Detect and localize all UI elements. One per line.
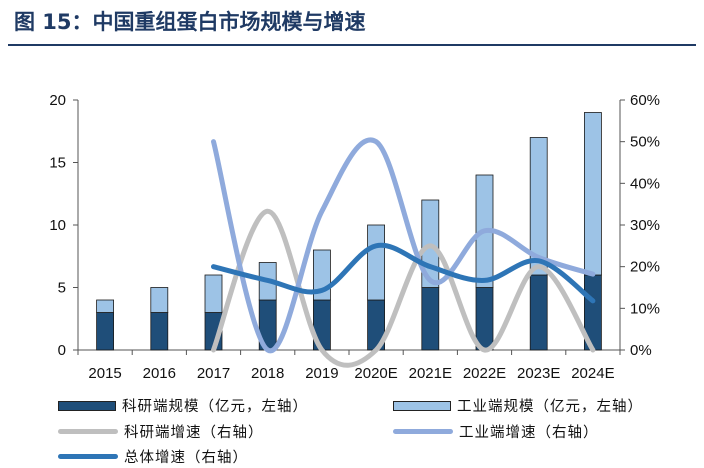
bar-research-scale [529,274,548,351]
bar-research-scale [96,312,114,351]
bar-research-scale [421,287,440,351]
bar-research-scale [475,287,494,351]
legend-label-research-growth: 科研端增速（右轴） [124,425,264,441]
chart-axes [73,99,625,355]
y-left-tick-label: 0 [58,342,66,359]
y-left-tick-label: 10 [49,217,66,234]
x-tick-label: 2023E [517,365,560,382]
legend-item-research-growth: 科研端增速（右轴） [58,421,264,442]
recombinant-protein-chart: 0 5 10 15 20 0% 10% 20% 30% 40% 50% 60% 2015 2016 2017… [49,92,660,382]
x-tick-label: 2019 [305,365,338,382]
legend-swatch-research-growth [58,429,118,434]
y-right-tick-label: 60% [630,92,660,109]
bar-research-scale [150,312,169,351]
line-total-growth [211,242,596,304]
legend-label-total-growth: 总体增速（右轴） [124,450,248,466]
x-tick-label: 2018 [251,365,284,382]
chart-tick-labels: 0 5 10 15 20 0% 10% 20% 30% 40% 50% 60% 2015 2016 2017… [49,92,660,382]
x-tick-label: 2021E [409,365,452,382]
x-tick-label: 2016 [143,365,176,382]
y-right-tick-label: 40% [630,175,660,192]
x-tick-label: 2020E [354,365,397,382]
x-tick-label: 2022E [463,365,506,382]
legend-item-total-growth: 总体增速（右轴） [58,446,248,467]
bar-industrial-scale [367,224,386,301]
title-divider [8,44,696,46]
y-right-tick-label: 50% [630,134,660,151]
line-industrial-growth [211,137,596,354]
bar-industrial-scale [204,274,223,313]
legend-label-industrial-growth: 工业端增速（右轴） [459,425,599,441]
bar-industrial-scale [150,287,169,313]
x-tick-label: 2024E [571,365,614,382]
y-right-tick-label: 10% [630,300,660,317]
bar-industrial-scale [584,112,602,276]
y-left-tick-label: 20 [49,92,66,109]
bar-industrial-scale [529,137,548,276]
line-research-growth [211,208,596,368]
legend-swatch-total-growth [58,454,118,459]
x-tick-label: 2017 [197,365,230,382]
legend-swatch-research-scale [58,400,116,411]
y-left-tick-label: 5 [58,280,66,297]
x-tick-label: 2015 [88,365,121,382]
y-right-tick-label: 30% [630,217,660,234]
legend-item-industrial-growth: 工业端增速（右轴） [393,421,599,442]
chart-lines [211,137,596,368]
figure-title: 图 15：中国重组蛋白市场规模与增速 [14,10,366,34]
legend-swatch-industrial-scale [393,400,451,411]
bar-industrial-scale [96,299,114,313]
y-right-tick-label: 0% [630,342,652,359]
legend-swatch-industrial-growth [393,429,453,434]
chart-bars [96,112,602,351]
y-right-tick-label: 20% [630,259,660,276]
y-left-tick-label: 15 [49,155,66,172]
